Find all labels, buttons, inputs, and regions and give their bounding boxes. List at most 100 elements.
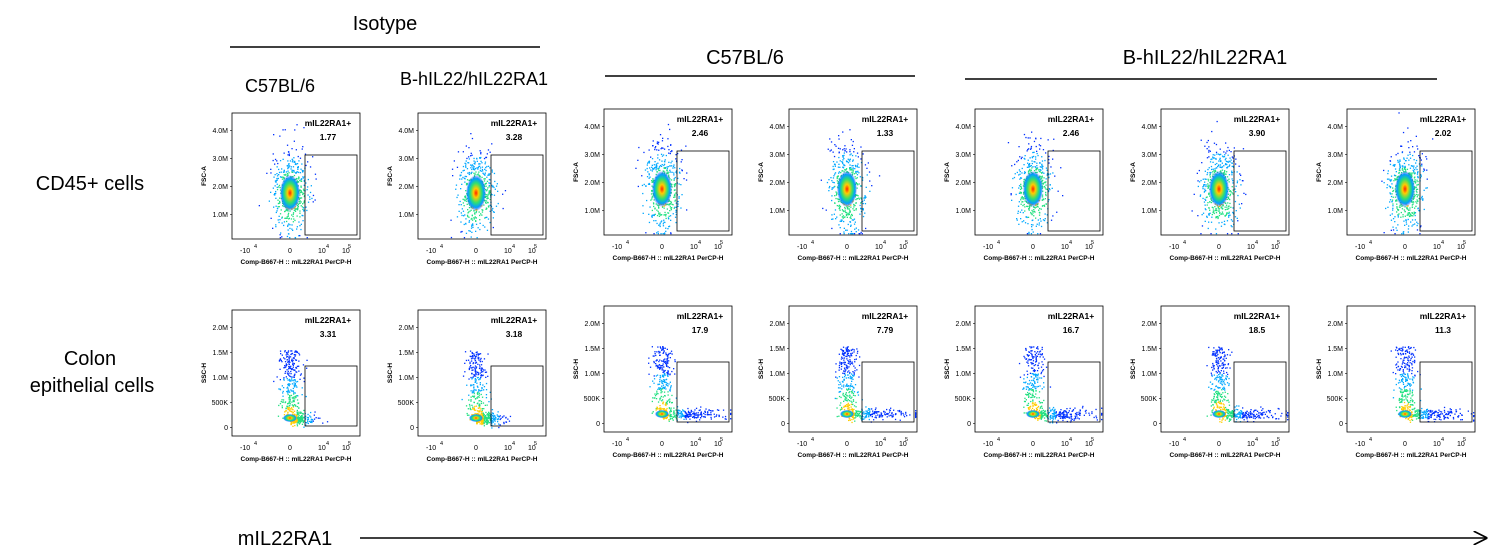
y-tick-label: 0 (224, 425, 228, 432)
y-tick-label: 1.0M (1327, 208, 1343, 215)
y-tick-label: 1.0M (584, 371, 600, 378)
y-tick-label: 1.0M (769, 371, 785, 378)
plot-frame (417, 112, 547, 240)
x-tick-label: 0 (1403, 244, 1407, 251)
gate-value: 2.46 (1063, 128, 1080, 138)
x-axis-label: Comp-B667-H :: mIL22RA1 PerCP-H (427, 259, 538, 266)
gate-box (1233, 361, 1287, 423)
x-tick-label: 10 (714, 441, 722, 448)
x-tick-label: 5 (1463, 437, 1466, 443)
x-tick-label: 10 (1085, 441, 1093, 448)
y-tick-label: 4.0M (1327, 124, 1343, 131)
x-tick-label: 10 (1271, 244, 1279, 251)
y-tick-label: 1.0M (1141, 371, 1157, 378)
x-tick-label: 4 (1183, 240, 1186, 246)
y-tick-label: 2.0M (1141, 180, 1157, 187)
y-tick-label: 3.0M (1327, 152, 1343, 159)
x-tick-label: -10 (983, 441, 993, 448)
y-tick-label: 1.0M (769, 208, 785, 215)
x-tick-label: 4 (440, 244, 443, 250)
x-tick-label: 4 (512, 244, 515, 250)
y-tick-label: 1.5M (398, 350, 414, 357)
x-tick-label: 4 (1369, 437, 1372, 443)
x-tick-label: 5 (1091, 437, 1094, 443)
x-axis-label: Comp-B667-H :: mIL22RA1 PerCP-H (427, 456, 538, 463)
x-axis-label: Comp-B667-H :: mIL22RA1 PerCP-H (613, 452, 724, 459)
x-tick-label: 10 (875, 441, 883, 448)
y-tick-label: 1.5M (212, 350, 228, 357)
x-axis-label: Comp-B667-H :: mIL22RA1 PerCP-H (984, 452, 1095, 459)
y-tick-label: 4.0M (398, 128, 414, 135)
gate-label: mIL22RA1+ (862, 114, 909, 124)
y-tick-label: 2.0M (584, 180, 600, 187)
x-tick-label: 0 (474, 445, 478, 452)
y-tick-label: 1.5M (769, 346, 785, 353)
y-tick-label: 2.0M (398, 325, 414, 332)
density-core (837, 171, 857, 207)
x-tick-label: 4 (1183, 437, 1186, 443)
y-axis-label: SSC-H (1316, 359, 1323, 380)
y-tick-label: 2.0M (769, 180, 785, 187)
x-tick-label: 4 (254, 441, 257, 447)
gate-label: mIL22RA1+ (305, 118, 352, 128)
y-tick-label: 2.0M (1327, 321, 1343, 328)
x-tick-label: 0 (660, 441, 664, 448)
x-tick-label: 4 (326, 441, 329, 447)
x-tick-label: 4 (811, 437, 814, 443)
x-tick-label: 0 (1217, 441, 1221, 448)
x-tick-label: 4 (1441, 240, 1444, 246)
x-tick-label: 10 (1433, 244, 1441, 251)
x-tick-label: 5 (1277, 240, 1280, 246)
group-hil22-label: B-hIL22/hIL22RA1 (1123, 47, 1288, 69)
y-axis-label: FSC-A (201, 166, 208, 186)
x-tick-label: 0 (845, 244, 849, 251)
y-axis-label: FSC-A (1316, 162, 1323, 182)
y-tick-label: 500K (398, 400, 415, 407)
x-axis-label: Comp-B667-H :: mIL22RA1 PerCP-H (1170, 255, 1281, 262)
x-tick-label: 4 (254, 244, 257, 250)
x-tick-label: -10 (612, 244, 622, 251)
y-tick-label: 500K (1141, 396, 1158, 403)
x-tick-label: 10 (504, 248, 512, 255)
row-label-epithelial: epithelial cells (30, 375, 155, 397)
y-tick-label: 1.0M (1327, 371, 1343, 378)
x-tick-label: 4 (1255, 240, 1258, 246)
gate-box (676, 150, 730, 232)
gate-label: mIL22RA1+ (1420, 114, 1467, 124)
flow-plot-r1-c7: mIL22RA1+ 2.02 4.0M 3.0M 2.0M 1.0M FSC-A -10 4 0 1… (1316, 108, 1476, 262)
density-core (280, 175, 300, 211)
y-tick-label: 3.0M (769, 152, 785, 159)
isotype-c57-label: C57BL/6 (245, 76, 315, 96)
gate-label: mIL22RA1+ (1048, 114, 1095, 124)
y-axis-label: FSC-A (758, 162, 765, 182)
x-tick-label: -10 (983, 244, 993, 251)
isotype-label: Isotype (353, 13, 417, 35)
gate-value: 3.28 (506, 132, 523, 142)
gate-box (1047, 150, 1101, 232)
density-core (1395, 171, 1415, 207)
x-tick-label: 5 (348, 244, 351, 250)
y-tick-label: 2.0M (1141, 321, 1157, 328)
y-tick-label: 2.0M (769, 321, 785, 328)
x-tick-label: 4 (698, 437, 701, 443)
x-tick-label: 10 (1247, 441, 1255, 448)
density-core (1023, 171, 1043, 207)
x-tick-label: 10 (504, 445, 512, 452)
y-tick-label: 4.0M (955, 124, 971, 131)
x-tick-label: 5 (905, 437, 908, 443)
gate-value: 7.79 (877, 325, 894, 335)
gate-box (490, 154, 544, 236)
y-tick-label: 0 (781, 421, 785, 428)
gate-label: mIL22RA1+ (1234, 311, 1281, 321)
flow-plot-r1-c1: mIL22RA1+ 1.77 4.0M 3.0M 2.0M 1.0M FSC-A -10 4 0 1… (201, 112, 361, 266)
y-tick-label: 4.0M (212, 128, 228, 135)
gate-label: mIL22RA1+ (491, 315, 538, 325)
y-tick-label: 3.0M (955, 152, 971, 159)
x-tick-label: 4 (626, 240, 629, 246)
x-tick-label: 10 (318, 445, 326, 452)
y-tick-label: 4.0M (769, 124, 785, 131)
y-tick-label: 1.5M (1327, 346, 1343, 353)
x-axis-label: Comp-B667-H :: mIL22RA1 PerCP-H (1356, 452, 1467, 459)
x-tick-label: 10 (899, 244, 907, 251)
x-axis-label: Comp-B667-H :: mIL22RA1 PerCP-H (1356, 255, 1467, 262)
